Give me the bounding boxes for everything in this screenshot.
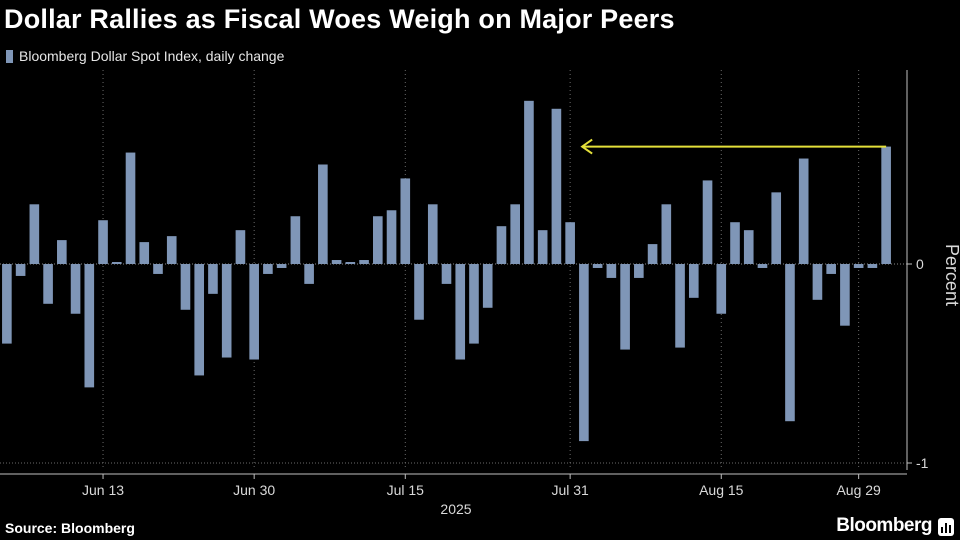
bar bbox=[359, 260, 369, 264]
bar bbox=[812, 264, 823, 300]
bar bbox=[620, 264, 630, 350]
bars bbox=[2, 100, 891, 442]
bar bbox=[139, 242, 150, 264]
bar bbox=[455, 264, 466, 360]
bar bbox=[716, 264, 727, 314]
bar bbox=[579, 264, 589, 442]
bar bbox=[153, 264, 163, 274]
bar bbox=[482, 264, 493, 308]
bar bbox=[853, 264, 864, 268]
x-tick-label: Jun 30 bbox=[233, 482, 275, 498]
bar bbox=[276, 264, 287, 268]
bar bbox=[166, 236, 177, 264]
x-tick-label: Jun 13 bbox=[82, 482, 124, 498]
bar bbox=[785, 264, 795, 422]
bar bbox=[263, 264, 273, 274]
arrow-head bbox=[580, 138, 593, 155]
legend-swatch bbox=[6, 49, 13, 63]
year-label: 2025 bbox=[440, 501, 471, 517]
bar bbox=[221, 264, 232, 358]
x-tick-label: Aug 15 bbox=[699, 482, 744, 498]
bar bbox=[496, 226, 507, 264]
bar bbox=[881, 146, 891, 264]
bar bbox=[551, 108, 562, 264]
bar bbox=[180, 264, 191, 310]
bar bbox=[469, 264, 479, 344]
bar bbox=[290, 216, 301, 264]
annotation-arrow bbox=[580, 138, 887, 155]
bar bbox=[688, 264, 699, 298]
bar bbox=[414, 264, 424, 320]
bar bbox=[524, 100, 534, 264]
bar bbox=[826, 264, 836, 274]
bar bbox=[331, 260, 342, 264]
bar bbox=[125, 152, 136, 264]
y-axis: 0 -1 bbox=[0, 70, 929, 471]
bar bbox=[29, 204, 40, 264]
y-axis-label: Percent bbox=[942, 244, 960, 306]
bar bbox=[675, 264, 685, 348]
bar bbox=[249, 264, 259, 360]
bar bbox=[15, 264, 26, 276]
bar bbox=[592, 264, 603, 268]
x-tick-label: Jul 15 bbox=[387, 482, 425, 498]
bar bbox=[345, 262, 356, 264]
x-tick-label: Jul 31 bbox=[551, 482, 589, 498]
x-ticks: Jun 13 Jun 30 Jul 15 Jul 31 Aug 15 Aug 29 bbox=[0, 473, 907, 498]
legend-label: Bloomberg Dollar Spot Index, daily chang… bbox=[19, 48, 285, 64]
bar bbox=[235, 230, 246, 264]
bar bbox=[400, 178, 411, 264]
bar bbox=[510, 204, 521, 264]
bar bbox=[647, 244, 658, 264]
bar bbox=[194, 264, 205, 376]
bar bbox=[867, 264, 878, 268]
legend: Bloomberg Dollar Spot Index, daily chang… bbox=[6, 48, 284, 64]
source-note: Source: Bloomberg bbox=[5, 520, 135, 536]
y-tick-label: -1 bbox=[916, 455, 929, 471]
bar bbox=[702, 180, 713, 264]
y-tick-label: 0 bbox=[916, 256, 924, 272]
bar bbox=[634, 264, 644, 278]
bar bbox=[441, 264, 452, 284]
bar bbox=[743, 230, 754, 264]
bar bbox=[661, 204, 672, 264]
x-tick-label: Aug 29 bbox=[836, 482, 881, 498]
bar bbox=[386, 210, 397, 264]
bar bbox=[606, 264, 617, 278]
bar bbox=[771, 192, 782, 264]
bar bbox=[537, 230, 548, 264]
bar bbox=[70, 264, 81, 314]
bar bbox=[798, 158, 809, 264]
bar bbox=[427, 204, 438, 264]
bar bbox=[208, 264, 218, 294]
bar bbox=[840, 264, 850, 326]
bar bbox=[57, 240, 67, 264]
bar bbox=[318, 164, 328, 264]
bar bbox=[84, 264, 95, 388]
bar bbox=[757, 264, 768, 268]
bar bbox=[372, 216, 383, 264]
bar bbox=[565, 222, 575, 264]
bar bbox=[2, 264, 12, 344]
bloomberg-logo-icon bbox=[938, 518, 954, 536]
bar bbox=[730, 222, 740, 264]
chart-title: Dollar Rallies as Fiscal Woes Weigh on M… bbox=[4, 4, 675, 34]
bar bbox=[111, 262, 122, 264]
bar bbox=[43, 264, 53, 304]
bar bbox=[98, 220, 108, 264]
bar bbox=[304, 264, 314, 284]
bloomberg-logo-text: Bloomberg bbox=[836, 515, 932, 536]
